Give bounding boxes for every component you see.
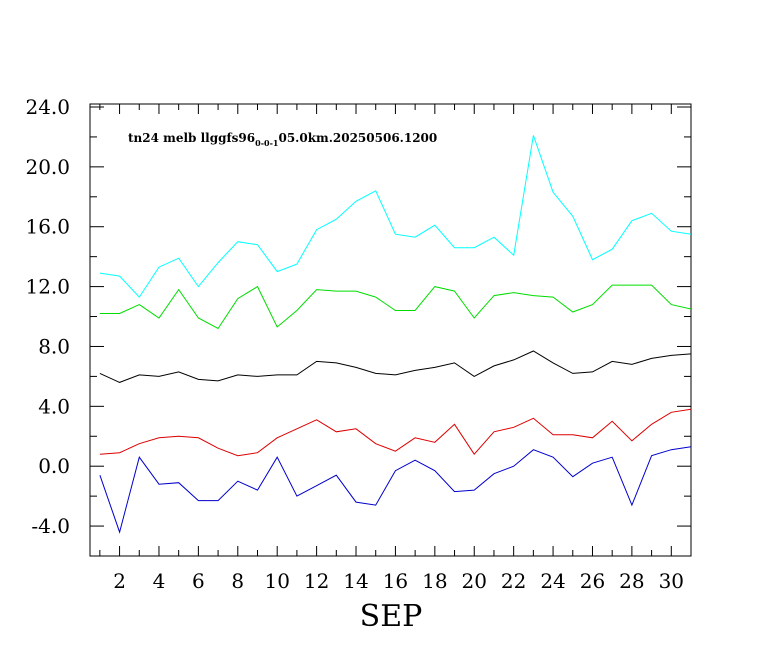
x-axis-label: SEP (360, 599, 423, 634)
x-tick-label: 18 (422, 569, 447, 593)
plot-frame (89, 103, 692, 557)
x-tick-label: 22 (501, 569, 526, 593)
y-tick-label: 0.0 (38, 454, 70, 478)
y-tick-label: 12.0 (25, 275, 70, 299)
x-tick-labels: 2 4 6 8 10 12 14 16 18 20 22 24 26 28 30 (113, 569, 684, 593)
x-tick-label: 2 (113, 569, 126, 593)
x-tick-label: 14 (343, 569, 368, 593)
y-tick-label: 16.0 (25, 215, 70, 239)
x-tick-label: 20 (462, 569, 487, 593)
x-tick-label: 8 (231, 569, 244, 593)
y-tick-label: 24.0 (25, 95, 70, 119)
y-tick-label: -4.0 (31, 514, 70, 538)
x-tick-label: 28 (619, 569, 644, 593)
x-tick-label: 30 (659, 569, 684, 593)
chart-title: tn24 melb llggfs960-0-105.0km.20250506.1… (128, 131, 437, 148)
x-tick-label: 16 (383, 569, 408, 593)
series-lines (99, 135, 691, 534)
y-tick-label: 8.0 (38, 334, 70, 358)
x-tick-label: 4 (153, 569, 166, 593)
y-tick-label: 20.0 (25, 155, 70, 179)
x-tick-label: 26 (580, 569, 605, 593)
series-line (99, 135, 691, 298)
x-tick-label: 10 (264, 569, 289, 593)
axis-ticks (90, 104, 692, 557)
x-tick-label: 6 (192, 569, 205, 593)
series-line (99, 284, 691, 330)
y-tick-labels: -4.0 0.0 4.0 8.0 12.0 16.0 20.0 24.0 (25, 95, 70, 538)
series-line (99, 350, 691, 383)
series-line (99, 408, 691, 457)
y-tick-label: 4.0 (38, 394, 70, 418)
x-tick-label: 12 (304, 569, 329, 593)
series-line (99, 446, 691, 534)
x-tick-label: 24 (540, 569, 565, 593)
